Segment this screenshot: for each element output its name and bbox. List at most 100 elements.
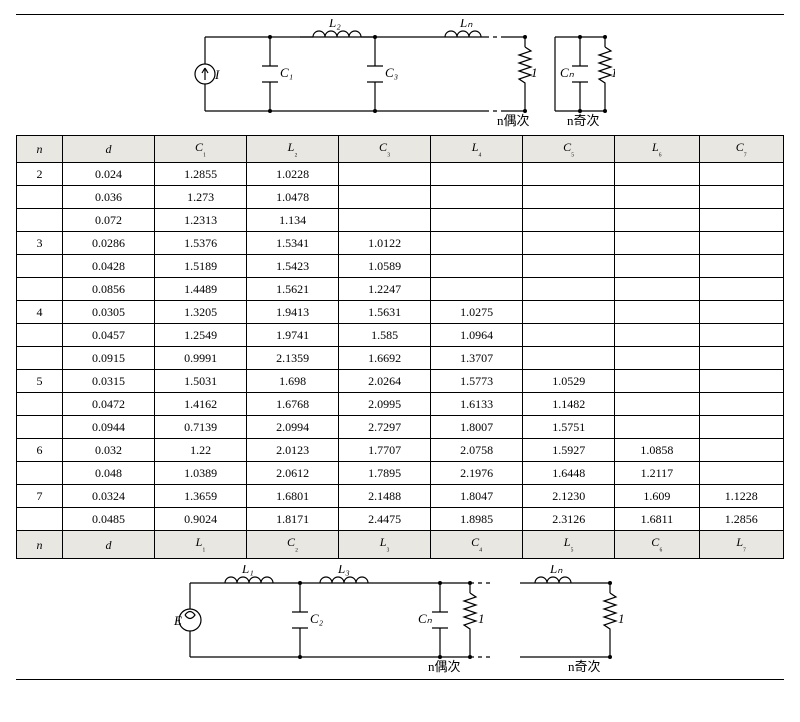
src-label-b: E bbox=[173, 613, 182, 628]
table-cell: 1.5189 bbox=[155, 255, 247, 278]
ladder-table: ndC₁L₂C₃L₄C₅L₆C₇ 20.0241.28551.02280.036… bbox=[16, 135, 784, 559]
table-cell: 1.0964 bbox=[431, 324, 523, 347]
table-cell: 1.3707 bbox=[431, 347, 523, 370]
col-header: n bbox=[17, 136, 63, 163]
table-cell: 1.6801 bbox=[247, 485, 339, 508]
table-cell: 0.9991 bbox=[155, 347, 247, 370]
table-cell bbox=[431, 278, 523, 301]
table-cell: 2.0994 bbox=[247, 416, 339, 439]
cn-label-b: Cₙ bbox=[418, 611, 433, 626]
table-cell bbox=[699, 232, 783, 255]
load-odd-b: 1 bbox=[618, 611, 625, 626]
table-cell: 1.8007 bbox=[431, 416, 523, 439]
table-cell: 1.5927 bbox=[523, 439, 615, 462]
table-cell: 1.2313 bbox=[155, 209, 247, 232]
l1-label: L₁ bbox=[241, 565, 254, 576]
table-cell: 0.0315 bbox=[63, 370, 155, 393]
c1-label: C₁ bbox=[280, 65, 293, 80]
table-cell: 1.0478 bbox=[247, 186, 339, 209]
table-cell: 0.0457 bbox=[63, 324, 155, 347]
c2-label: C₂ bbox=[310, 611, 324, 626]
table-cell: 1.5423 bbox=[247, 255, 339, 278]
table-cell: 1.1228 bbox=[699, 485, 783, 508]
table-cell: 1.8985 bbox=[431, 508, 523, 531]
table-cell bbox=[523, 278, 615, 301]
table-cell bbox=[615, 255, 699, 278]
table-cell: 0.072 bbox=[63, 209, 155, 232]
table-cell bbox=[699, 462, 783, 485]
table-cell bbox=[17, 324, 63, 347]
table-cell: 2.0758 bbox=[431, 439, 523, 462]
table-cell: 1.4162 bbox=[155, 393, 247, 416]
table-cell: 1.3205 bbox=[155, 301, 247, 324]
ln-label: Lₙ bbox=[459, 19, 473, 30]
table-cell: 2.1359 bbox=[247, 347, 339, 370]
table-cell: 2.0995 bbox=[339, 393, 431, 416]
table-cell: 0.0485 bbox=[63, 508, 155, 531]
table-cell: 1.8047 bbox=[431, 485, 523, 508]
table-cell: 1.273 bbox=[155, 186, 247, 209]
table-cell: 1.9741 bbox=[247, 324, 339, 347]
table-row: 0.04721.41621.67682.09951.61331.1482 bbox=[17, 393, 784, 416]
table-cell: 0.7139 bbox=[155, 416, 247, 439]
page: I C₁ L₂ C₃ Lₙ 1 Cₙ 1 n偶次 n奇次 ndC₁L₂C₃L₄C… bbox=[0, 0, 800, 694]
table-cell bbox=[431, 232, 523, 255]
table-cell bbox=[523, 232, 615, 255]
table-cell bbox=[699, 393, 783, 416]
table-cell: 1.0529 bbox=[523, 370, 615, 393]
table-cell bbox=[523, 301, 615, 324]
table-row: 0.09440.71392.09942.72971.80071.5751 bbox=[17, 416, 784, 439]
table-cell: 1.5773 bbox=[431, 370, 523, 393]
table-cell bbox=[615, 301, 699, 324]
table-cell: 2.1488 bbox=[339, 485, 431, 508]
table-cell: 1.585 bbox=[339, 324, 431, 347]
circuit-bottom: E L₁ C₂ L₃ Cₙ 1 Lₙ 1 n偶次 n奇次 bbox=[170, 565, 630, 675]
load-even-b: 1 bbox=[478, 611, 485, 626]
odd-note: n奇次 bbox=[567, 113, 600, 128]
table-cell bbox=[615, 186, 699, 209]
table-cell: 0.048 bbox=[63, 462, 155, 485]
table-cell: 2 bbox=[17, 163, 63, 186]
table-cell bbox=[339, 186, 431, 209]
col-header: L₇ bbox=[699, 531, 783, 558]
table-cell: 1.5631 bbox=[339, 301, 431, 324]
table-cell: 1.8171 bbox=[247, 508, 339, 531]
table-cell bbox=[17, 462, 63, 485]
table-cell bbox=[17, 508, 63, 531]
col-header: C₄ bbox=[431, 531, 523, 558]
table-cell: 1.2117 bbox=[615, 462, 699, 485]
table-cell: 0.032 bbox=[63, 439, 155, 462]
col-header: L₃ bbox=[339, 531, 431, 558]
table-cell: 1.0589 bbox=[339, 255, 431, 278]
table-cell bbox=[699, 186, 783, 209]
col-header: L₄ bbox=[431, 136, 523, 163]
table-cell: 1.6133 bbox=[431, 393, 523, 416]
ln-label-b: Lₙ bbox=[549, 565, 563, 576]
table-row: 0.0481.03892.06121.78952.19761.64481.211… bbox=[17, 462, 784, 485]
col-header: C₅ bbox=[523, 136, 615, 163]
c3-label: C₃ bbox=[385, 65, 398, 80]
table-cell bbox=[17, 278, 63, 301]
col-header: C₃ bbox=[339, 136, 431, 163]
table-cell bbox=[699, 347, 783, 370]
table-cell: 0.0944 bbox=[63, 416, 155, 439]
col-header: C₂ bbox=[247, 531, 339, 558]
table-cell bbox=[523, 163, 615, 186]
header-top: ndC₁L₂C₃L₄C₅L₆C₇ bbox=[17, 136, 784, 163]
table-cell bbox=[615, 370, 699, 393]
table-cell: 0.0856 bbox=[63, 278, 155, 301]
table-cell: 1.698 bbox=[247, 370, 339, 393]
col-header: C₁ bbox=[155, 136, 247, 163]
l3-label: L₃ bbox=[337, 565, 350, 576]
table-cell bbox=[615, 163, 699, 186]
table-row: 0.04281.51891.54231.0589 bbox=[17, 255, 784, 278]
table-cell: 2.7297 bbox=[339, 416, 431, 439]
table-cell: 0.0915 bbox=[63, 347, 155, 370]
table-cell bbox=[17, 255, 63, 278]
table-row: 40.03051.32051.94131.56311.0275 bbox=[17, 301, 784, 324]
table-row: 0.0721.23131.134 bbox=[17, 209, 784, 232]
table-cell: 1.0858 bbox=[615, 439, 699, 462]
table-cell: 1.7895 bbox=[339, 462, 431, 485]
table-cell: 1.9413 bbox=[247, 301, 339, 324]
table-cell: 1.22 bbox=[155, 439, 247, 462]
